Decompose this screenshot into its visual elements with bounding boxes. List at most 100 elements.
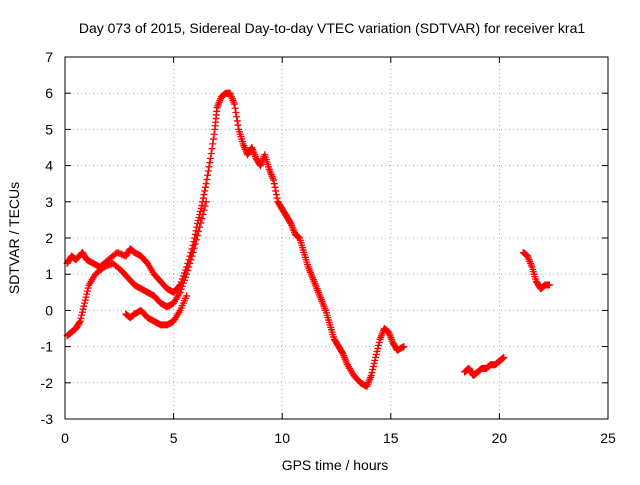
series-group — [461, 353, 508, 380]
data-point-interp — [75, 318, 83, 326]
data-point-interp — [188, 252, 196, 260]
grid — [65, 57, 608, 419]
x-tick-label: 15 — [383, 430, 399, 446]
series-group — [63, 198, 210, 340]
data-point-interp — [198, 215, 206, 223]
chart-title: Day 073 of 2015, Sidereal Day-to-day VTE… — [79, 20, 585, 36]
data-point-interp — [199, 210, 207, 218]
data-point-interp — [179, 279, 187, 287]
data-point-interp — [191, 240, 199, 248]
data-point-interp — [273, 194, 281, 202]
data-point — [202, 180, 210, 188]
data-point-interp — [78, 308, 86, 316]
x-tick-label: 20 — [492, 430, 508, 446]
data-point-interp — [200, 191, 208, 199]
data-point-interp — [375, 338, 383, 346]
x-tick-label: 5 — [170, 430, 178, 446]
data-point-interp — [193, 232, 201, 240]
data-point-interp — [206, 159, 214, 167]
data-point — [196, 223, 204, 231]
plot-frame — [64, 56, 609, 420]
data-point-interp — [77, 314, 85, 322]
y-tick-label: 4 — [45, 158, 53, 174]
data-point-interp — [185, 263, 193, 271]
data-point-interp — [192, 236, 200, 244]
y-tick-label: 0 — [45, 302, 53, 318]
data-point-interp — [233, 113, 241, 121]
data-point-interp — [233, 117, 241, 125]
data-point-interp — [83, 290, 91, 298]
data-point-interp — [272, 191, 280, 199]
data-point-interp — [271, 183, 279, 191]
data-point-interp — [182, 273, 190, 281]
data-point — [372, 353, 380, 361]
data-point — [189, 248, 197, 256]
data-point — [207, 154, 215, 162]
data-point — [367, 372, 375, 380]
data-point-interp — [186, 259, 194, 267]
series-group — [122, 292, 191, 329]
x-tick-label: 10 — [274, 430, 290, 446]
data-point — [270, 176, 278, 184]
data-point — [183, 270, 191, 278]
y-tick-label: -1 — [41, 339, 54, 355]
y-axis-title: SDTVAR / TECUs — [6, 182, 22, 294]
data-point — [76, 317, 84, 325]
data-point-interp — [369, 366, 377, 374]
data-point-interp — [201, 183, 209, 191]
data-point-interp — [200, 206, 208, 214]
data-point-interp — [338, 349, 346, 357]
data-point-interp — [272, 187, 280, 195]
y-tick-label: 2 — [45, 230, 53, 246]
data-point-interp — [195, 227, 203, 235]
data-point-interp — [197, 219, 205, 227]
data-point — [81, 299, 89, 307]
data-point-interp — [210, 130, 218, 138]
data-point-interp — [232, 109, 240, 117]
data-point-interp — [374, 344, 382, 352]
x-axis-title: GPS time / hours — [282, 457, 389, 473]
data-point-interp — [184, 267, 192, 275]
data-point-interp — [201, 202, 209, 210]
data-point-interp — [187, 256, 195, 264]
data-point-interp — [372, 350, 380, 358]
y-tick-label: -3 — [41, 411, 54, 427]
data-point-interp — [207, 150, 215, 158]
data-point-interp — [368, 369, 376, 377]
data-point-interp — [78, 311, 86, 319]
data-point-interp — [178, 282, 186, 290]
data-point-interp — [199, 194, 207, 202]
y-tick-label: 5 — [45, 121, 53, 137]
data-point-interp — [234, 121, 242, 129]
data-point-interp — [209, 140, 217, 148]
data-point — [183, 292, 191, 300]
data-point-interp — [177, 285, 185, 293]
data-point-interp — [369, 363, 377, 371]
data-point-interp — [84, 284, 92, 292]
data-point-interp — [371, 356, 379, 364]
data-point-interp — [81, 296, 89, 304]
data-point-interp — [231, 104, 239, 112]
y-tick-label: 3 — [45, 194, 53, 210]
data-point-interp — [270, 180, 278, 188]
data-point-interp — [190, 244, 198, 252]
data-point-interp — [204, 171, 212, 179]
y-tick-label: 1 — [45, 266, 53, 282]
data-point-interp — [374, 341, 382, 349]
data-point-interp — [201, 187, 209, 195]
data-point-interp — [205, 163, 213, 171]
data-point-interp — [204, 167, 212, 175]
data-point-interp — [209, 135, 217, 143]
data-point-interp — [203, 175, 211, 183]
y-tick-label: 7 — [45, 49, 53, 65]
data-point-interp — [180, 276, 188, 284]
x-tick-label: 0 — [61, 430, 69, 446]
x-tick-label: 25 — [600, 430, 616, 446]
data-point — [230, 100, 238, 108]
data-point — [545, 281, 553, 289]
data-point — [500, 353, 508, 361]
y-tick-label: 6 — [45, 85, 53, 101]
